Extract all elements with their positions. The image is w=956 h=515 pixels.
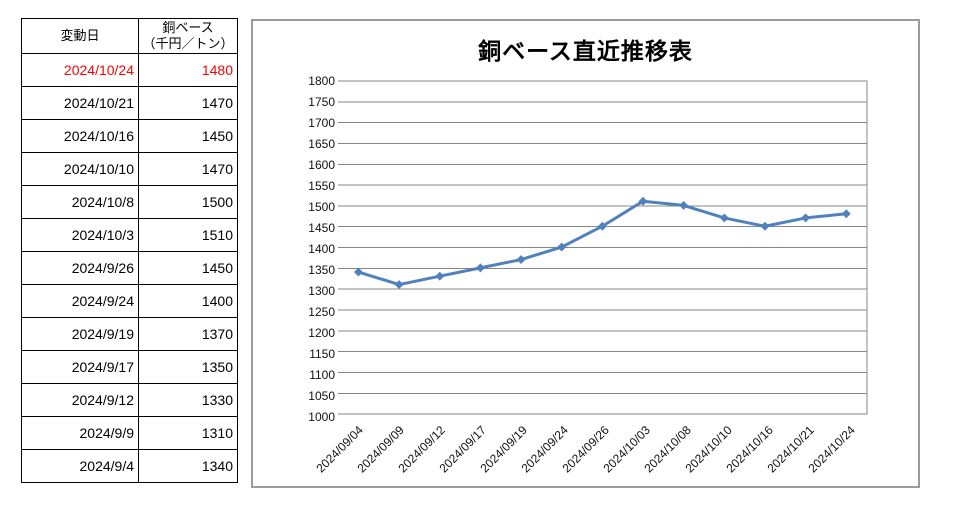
y-axis-label: 1650 [308,137,335,151]
table-header-row: 変動日 銅ベース （千円／トン） [21,18,238,54]
value-cell: 1470 [138,152,238,186]
data-point-marker [435,271,445,281]
value-cell: 1500 [138,185,238,219]
y-axis-label: 1550 [308,179,335,193]
table-row: 2024/9/9 1310 [21,416,238,450]
date-cell: 2024/9/9 [21,416,139,450]
y-axis-label: 1750 [308,95,335,109]
value-cell: 1470 [138,86,238,120]
date-cell: 2024/10/21 [21,86,139,120]
table-row: 2024/10/16 1450 [21,119,238,153]
series-line [356,199,848,287]
table-row: 2024/10/21 1470 [21,86,238,120]
date-cell: 2024/10/16 [21,119,139,153]
chart-container: 銅ベース直近推移表 1000 1050 1100 1150 1200 1250 1300 13… [251,19,920,488]
y-axis-label: 1300 [308,284,335,298]
table-row: 2024/10/24 1480 [21,53,238,87]
date-cell: 2024/10/3 [21,218,139,252]
y-axis-label: 1350 [308,263,335,277]
y-axis-label: 1000 [308,410,335,424]
data-point-marker [475,263,485,273]
value-cell: 1370 [138,317,238,351]
col-header-value-line2: （千円／トン） [142,36,234,51]
y-axis-label: 1500 [308,200,335,214]
price-table: 変動日 銅ベース （千円／トン） 2024/10/24 1480 2024/10/2… [21,18,238,483]
value-cell: 1400 [138,284,238,318]
date-cell: 2024/10/24 [21,53,139,87]
data-point-marker [557,242,567,252]
value-cell: 1310 [138,416,238,450]
data-point-marker [841,209,851,219]
table-row: 2024/9/17 1350 [21,350,238,384]
table-row: 2024/9/4 1340 [21,449,238,483]
value-cell: 1510 [138,218,238,252]
y-axis-label: 1400 [308,242,335,256]
y-axis-label: 1800 [308,74,335,88]
date-cell: 2024/10/8 [21,185,139,219]
data-point-marker [801,213,811,223]
date-cell: 2024/9/19 [21,317,139,351]
y-axis-label: 1200 [308,326,335,340]
date-cell: 2024/9/26 [21,251,139,285]
line-chart [338,80,868,415]
date-cell: 2024/9/12 [21,383,139,417]
value-cell: 1450 [138,119,238,153]
col-header-value: 銅ベース （千円／トン） [138,18,238,54]
y-axis-label: 1700 [308,116,335,130]
y-axis-label: 1100 [309,368,335,382]
value-cell: 1450 [138,251,238,285]
date-cell: 2024/9/24 [21,284,139,318]
data-point-marker [394,280,404,289]
chart-title: 銅ベース直近推移表 [478,38,693,64]
y-axis-label: 1600 [308,158,335,172]
table-row: 2024/9/19 1370 [21,317,238,351]
data-point-marker [597,221,607,231]
value-cell: 1480 [138,53,238,87]
table-row: 2024/10/3 1510 [21,218,238,252]
data-point-marker [638,196,648,206]
table-row: 2024/9/12 1330 [21,383,238,417]
table-row: 2024/10/10 1470 [21,152,238,186]
table-row: 2024/9/26 1450 [21,251,238,285]
y-axis-label: 1050 [308,389,335,403]
table-row: 2024/10/8 1500 [21,185,238,219]
date-cell: 2024/9/4 [21,449,139,483]
data-point-marker [719,213,729,223]
data-point-marker [760,221,770,231]
y-axis-label: 1450 [308,221,335,235]
col-header-value-line1: 銅ベース [162,20,214,35]
value-cell: 1340 [138,449,238,483]
data-point-marker [353,267,363,277]
y-axis-label: 1150 [309,347,335,361]
col-header-date: 変動日 [21,18,139,54]
date-cell: 2024/9/17 [21,350,139,384]
data-point-marker [679,200,689,210]
table-body: 2024/10/24 1480 2024/10/21 1470 2024/10/16 14… [21,53,238,483]
date-cell: 2024/10/10 [21,152,139,186]
value-cell: 1330 [138,383,238,417]
table-row: 2024/9/24 1400 [21,284,238,318]
value-cell: 1350 [138,350,238,384]
data-point-marker [516,255,526,265]
y-axis-label: 1250 [308,305,335,319]
